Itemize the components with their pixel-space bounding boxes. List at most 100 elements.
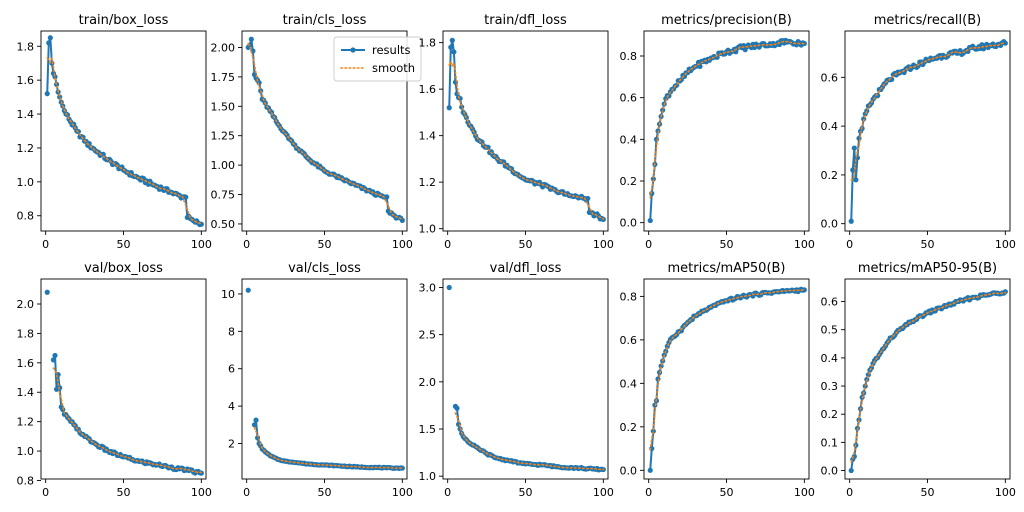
results-point — [647, 217, 653, 224]
plot-area — [245, 287, 405, 472]
legend-label-results: results — [372, 43, 411, 57]
axes-frame — [643, 278, 810, 480]
plot-area — [647, 286, 807, 473]
results-point — [47, 35, 53, 41]
results-line — [850, 40, 1007, 222]
y-tick-label: 2.00 — [211, 41, 236, 54]
y-tick-label: 1.4 — [17, 108, 35, 121]
subplot-title: train/cls_loss — [283, 13, 367, 28]
x-tick-label: 100 — [392, 486, 413, 499]
smooth-line — [454, 412, 605, 471]
subplot-train-box-loss: train/box_loss 0 50 100 0.8 1.0 1.2 1.4 1.6 1.8 — [17, 13, 212, 251]
y-tick-label: 0.8 — [17, 210, 35, 223]
subplot-title: train/box_loss — [79, 13, 169, 28]
plot-area — [848, 38, 1008, 224]
subplot-train-dfl-loss: train/dfl_loss 0 50 100 1.0 1.2 1.4 1.6 1.8 — [419, 13, 614, 251]
subplot-metrics-precision-b-: metrics/precision(B) 0 50 100 0.0 0.2 0.4 0.6 0.… — [620, 13, 815, 251]
y-tick-label: 0.4 — [821, 120, 839, 133]
results-point — [44, 91, 50, 97]
y-tick-label: 0.6 — [821, 71, 839, 84]
legend-box — [333, 36, 422, 82]
y-tick-label: 1.6 — [17, 74, 35, 87]
results-point — [448, 44, 454, 50]
y-tick-label: 0.2 — [620, 421, 638, 434]
y-tick-label: 0.1 — [821, 436, 839, 449]
axes-frame — [241, 278, 408, 480]
x-tick-label: 0 — [846, 486, 853, 499]
plot-area — [245, 36, 405, 224]
subplot-train-cls-loss: train/cls_loss 0 50 100 0.50 0.75 1.00 1.25 1.50… — [211, 13, 422, 251]
x-tick-label: 0 — [846, 238, 853, 251]
subplot-title: val/dfl_loss — [490, 261, 562, 276]
y-tick-label: 1.2 — [17, 416, 35, 429]
results-point — [1002, 289, 1008, 295]
subplot-val-dfl-loss: val/dfl_loss 0 50 100 1.0 1.5 2.0 2.5 3.0 — [419, 261, 614, 499]
results-point — [650, 176, 656, 182]
results-point — [501, 159, 507, 165]
subplot-metrics-map50-95-b-: metrics/mAP50-95(B) 0 50 100 0.0 0.1 0.2 0.3 0.4… — [821, 261, 1016, 499]
y-tick-label: 0.2 — [821, 408, 839, 421]
subplot-title: metrics/mAP50-95(B) — [858, 261, 997, 276]
results-point — [454, 405, 460, 411]
results-point — [46, 40, 52, 46]
y-tick-label: 0.75 — [211, 189, 236, 202]
axes-frame — [442, 278, 609, 480]
y-tick-label: 0.6 — [620, 334, 638, 347]
results-line — [850, 290, 1007, 471]
x-tick-label: 50 — [117, 238, 131, 251]
x-tick-label: 50 — [519, 238, 533, 251]
plot-area — [44, 289, 204, 476]
x-tick-label: 0 — [645, 486, 652, 499]
y-tick-label: 1.0 — [17, 445, 35, 458]
y-tick-label: 1.50 — [211, 100, 236, 113]
y-tick-label: 0.2 — [620, 175, 638, 188]
y-tick-label: 0.4 — [821, 352, 839, 365]
y-tick-label: 1.6 — [419, 83, 437, 96]
smooth-line — [649, 40, 806, 199]
y-tick-label: 0.3 — [821, 380, 839, 393]
y-tick-label: 1.5 — [419, 423, 437, 436]
results-point — [183, 194, 189, 200]
smooth-line — [52, 367, 203, 474]
smooth-line — [247, 43, 404, 220]
plot-area — [446, 284, 606, 473]
axes-frame — [40, 30, 207, 232]
results-point — [248, 36, 254, 42]
y-tick-label: 1.8 — [419, 37, 437, 50]
results-line — [454, 405, 604, 471]
smooth-line — [649, 289, 806, 451]
y-tick-label: 0.0 — [620, 217, 638, 230]
x-tick-label: 50 — [318, 238, 332, 251]
y-tick-label: 1.0 — [419, 470, 437, 483]
x-tick-label: 50 — [519, 486, 533, 499]
y-tick-label: 1.0 — [17, 176, 35, 189]
results-point — [446, 284, 452, 291]
results-point — [100, 151, 106, 157]
y-tick-label: 1.0 — [419, 223, 437, 236]
results-point — [485, 144, 491, 150]
y-tick-label: 1.4 — [419, 130, 437, 143]
y-tick-label: 2.5 — [419, 329, 437, 342]
smooth-line — [448, 59, 605, 220]
y-tick-label: 2 — [228, 437, 235, 450]
y-tick-label: 0.8 — [620, 290, 638, 303]
y-tick-label: 0.2 — [821, 169, 839, 182]
y-tick-label: 6 — [228, 363, 235, 376]
y-tick-label: 0.4 — [620, 377, 638, 390]
x-tick-label: 100 — [995, 238, 1016, 251]
x-tick-label: 0 — [645, 238, 652, 251]
y-tick-label: 0.6 — [821, 296, 839, 309]
results-point — [251, 422, 258, 428]
x-tick-label: 0 — [243, 238, 250, 251]
y-tick-label: 0.6 — [620, 92, 638, 105]
y-tick-label: 0.4 — [620, 133, 638, 146]
plot-area — [647, 37, 807, 224]
x-tick-label: 0 — [444, 238, 451, 251]
axes-frame — [442, 30, 609, 232]
y-tick-label: 1.2 — [17, 142, 35, 155]
axes-frame — [40, 278, 207, 480]
x-tick-label: 100 — [191, 486, 212, 499]
plot-area — [848, 289, 1008, 474]
results-point — [399, 465, 405, 471]
